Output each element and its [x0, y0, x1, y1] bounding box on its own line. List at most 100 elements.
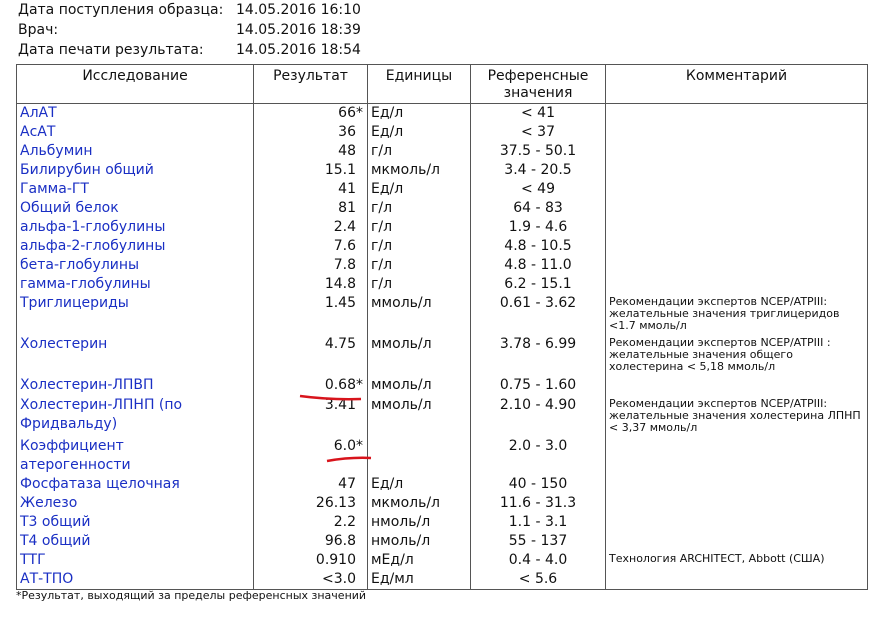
results-table: Исследование Результат Единицы Референсные … — [16, 64, 868, 590]
result: 26.13 — [254, 494, 367, 513]
comment — [605, 532, 868, 551]
result-flag — [356, 275, 367, 294]
result-value: 96.8 — [324, 533, 356, 549]
comment — [605, 199, 868, 218]
test-name: Триглицериды — [16, 294, 254, 335]
result: 81 — [254, 199, 367, 218]
result-flag — [356, 513, 367, 532]
reference: 11.6 - 31.3 — [470, 494, 606, 513]
comment: Рекомендации экспертов NCEP/ATPIII: жела… — [605, 396, 868, 437]
comment — [605, 275, 868, 294]
test-name: Т3 общий — [16, 513, 254, 532]
reference: 0.75 - 1.60 — [470, 376, 606, 396]
reference: 64 - 83 — [470, 199, 606, 218]
reference: 0.61 - 3.62 — [470, 294, 606, 335]
units: нмоль/л — [367, 532, 471, 551]
reference: 55 - 137 — [470, 532, 606, 551]
result-flag — [356, 237, 367, 256]
column-header: Результат — [253, 64, 368, 104]
footnote: *Результат, выходящий за пределы референ… — [16, 589, 367, 602]
reference: 4.8 - 10.5 — [470, 237, 606, 256]
result: 0.910 — [254, 551, 367, 570]
table-row: Т3 общий 2.2 нмоль/л 1.1 - 3.1 — [16, 513, 868, 532]
result: 15.1 — [254, 161, 367, 180]
table-row: гамма-глобулины 14.8 г/л 6.2 - 15.1 — [16, 275, 868, 294]
table-row: АлАТ 66 * Ед/л < 41 — [16, 103, 868, 123]
result-cell: 2.4 — [253, 218, 368, 237]
table-row: Холестерин 4.75 ммоль/л 3.78 - 6.99 Рекоменд… — [16, 335, 868, 376]
result-cell: 0.910 — [253, 551, 368, 570]
result-value: 0.910 — [315, 552, 356, 568]
units: нмоль/л — [367, 513, 471, 532]
result: 66 * — [254, 104, 367, 123]
result: 14.8 — [254, 275, 367, 294]
table-row: Т4 общий 96.8 нмоль/л 55 - 137 — [16, 532, 868, 551]
result-cell: 2.2 — [253, 513, 368, 532]
result-value: 15.1 — [324, 162, 356, 178]
test-name: Железо — [16, 494, 254, 513]
reference: 2.10 - 4.90 — [470, 396, 606, 437]
units: мкмоль/л — [367, 161, 471, 180]
result-value: 1.45 — [324, 295, 356, 311]
result-cell: 4.75 — [253, 335, 368, 376]
test-name: Холестерин-ЛПНП (по Фридвальду) — [16, 396, 254, 437]
comment — [605, 161, 868, 180]
result-value: 2.4 — [333, 219, 356, 235]
field-label: Врач: — [18, 22, 59, 38]
header-field: Дата поступления образца: 14.05.2016 16:1… — [18, 0, 361, 20]
result: 6.0 * — [254, 437, 367, 456]
units: г/л — [367, 218, 471, 237]
test-name: альфа-1-глобулины — [16, 218, 254, 237]
result-cell: 7.6 — [253, 237, 368, 256]
test-name: альфа-2-глобулины — [16, 237, 254, 256]
result-flag — [356, 475, 367, 494]
table-row: Коэффициент атерогенности 6.0 * 2.0 - 3.0 — [16, 437, 868, 475]
table-row: Триглицериды 1.45 ммоль/л 0.61 - 3.62 Рекоме… — [16, 294, 868, 335]
result-value: 81 — [338, 200, 356, 216]
result-value: 66 — [338, 105, 356, 121]
test-name: Фосфатаза щелочная — [16, 475, 254, 494]
comment: Рекомендации экспертов NCEP/ATPIII: жела… — [605, 294, 868, 335]
table-row: АТ-ТПО <3.0 Ед/мл < 5.6 — [16, 570, 868, 590]
header-field: Дата печати результата: 14.05.2016 18:54 — [18, 40, 361, 60]
result-value: 47 — [338, 476, 356, 492]
table-body: АлАТ 66 * Ед/л < 41 АсАТ 36 Ед/л < 37 Альбумин 48 г… — [16, 103, 868, 590]
result-flag — [356, 570, 367, 589]
column-header: Единицы — [367, 64, 471, 104]
table-row: Билирубин общий 15.1 мкмоль/л 3.4 - 20.5 — [16, 161, 868, 180]
result-flag — [356, 532, 367, 551]
units: ммоль/л — [367, 294, 471, 335]
result-value: 26.13 — [315, 495, 356, 511]
field-label: Дата печати результата: — [18, 42, 204, 58]
comment — [605, 570, 868, 590]
result: 47 — [254, 475, 367, 494]
units: ммоль/л — [367, 335, 471, 376]
test-name: Гамма-ГТ — [16, 180, 254, 199]
comment — [605, 494, 868, 513]
result-value: 2.2 — [333, 514, 356, 530]
test-name: бета-глобулины — [16, 256, 254, 275]
reference: < 5.6 — [470, 570, 606, 590]
result-cell: 48 — [253, 142, 368, 161]
result-flag: * — [356, 377, 363, 393]
header-field: Врач: 14.05.2016 18:39 — [18, 20, 361, 40]
result: 2.4 — [254, 218, 367, 237]
column-header: Комментарий — [605, 64, 868, 104]
table-row: Общий белок 81 г/л 64 - 83 — [16, 199, 868, 218]
units: г/л — [367, 199, 471, 218]
comment — [605, 475, 868, 494]
result-flag — [356, 294, 367, 313]
units: Ед/л — [367, 123, 471, 142]
result-value: 41 — [338, 181, 356, 197]
header-row: Исследование Результат Единицы Референсные … — [16, 64, 868, 104]
result-value: 0.68 — [324, 377, 356, 393]
reference: 1.1 - 3.1 — [470, 513, 606, 532]
comment — [605, 256, 868, 275]
result-cell: 7.8 — [253, 256, 368, 275]
test-name: АсАТ — [16, 123, 254, 142]
test-name: Билирубин общий — [16, 161, 254, 180]
result: 2.2 — [254, 513, 367, 532]
result-cell: 47 — [253, 475, 368, 494]
result-value: 6.0 — [333, 438, 356, 454]
result-flag — [356, 256, 367, 275]
